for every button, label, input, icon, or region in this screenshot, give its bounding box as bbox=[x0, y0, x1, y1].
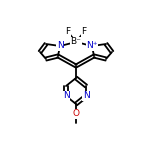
Text: N: N bbox=[83, 92, 89, 100]
Text: B⁻: B⁻ bbox=[71, 38, 81, 47]
Text: F: F bbox=[66, 28, 71, 36]
Text: F: F bbox=[81, 28, 86, 36]
Text: N: N bbox=[63, 92, 69, 100]
Text: N⁺: N⁺ bbox=[86, 41, 98, 50]
Text: N: N bbox=[57, 41, 63, 50]
Text: O: O bbox=[73, 109, 79, 119]
